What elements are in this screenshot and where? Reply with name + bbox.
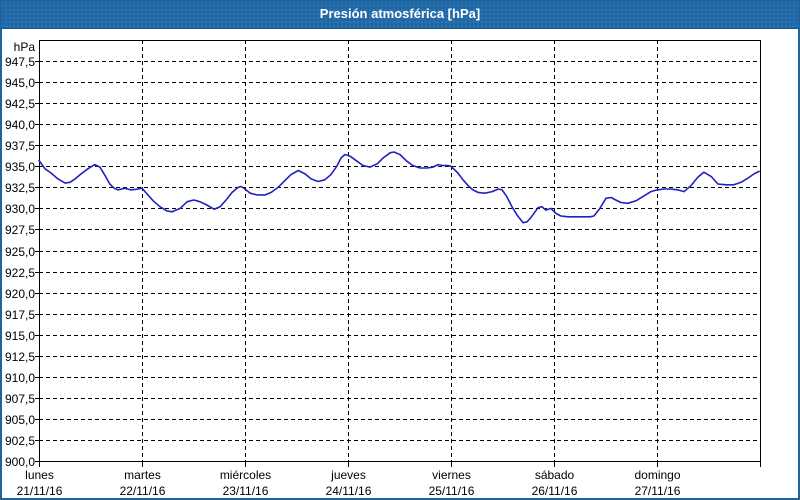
y-axis-label: 905,0: [5, 413, 35, 427]
y-axis-label: 920,0: [5, 287, 35, 301]
day-name-label: domingo: [634, 468, 680, 482]
window-title: Presión atmosférica [hPa]: [319, 6, 481, 21]
y-axis-label: 935,0: [5, 160, 35, 174]
day-name-label: miércoles: [220, 468, 271, 482]
y-axis-label: 940,0: [5, 118, 35, 132]
window-titlebar: Presión atmosférica [hPa]: [0, 0, 800, 29]
day-name-label: jueves: [330, 468, 366, 482]
axis-unit-label: hPa: [14, 40, 36, 54]
day-date-label: 25/11/16: [429, 484, 475, 498]
y-axis-label: 937,5: [5, 139, 35, 153]
y-axis-label: 925,0: [5, 245, 35, 259]
pressure-line: [38, 151, 760, 224]
day-date-label: 26/11/16: [532, 484, 578, 498]
day-name-label: viernes: [432, 468, 471, 482]
chart-area: 947,5 945,0 942,5 940,0 937,5 935,0 932,5 930,0…: [0, 28, 800, 500]
day-name-label: sábado: [535, 468, 575, 482]
y-axis-label: 917,5: [5, 308, 35, 322]
y-axis-label: 942,5: [5, 97, 35, 111]
y-axis-label: 922,5: [5, 266, 35, 280]
day-date-label: 23/11/16: [223, 484, 269, 498]
y-axis-label: 912,5: [5, 350, 35, 364]
day-date-label: 22/11/16: [120, 484, 166, 498]
y-axis-label: 930,0: [5, 202, 35, 216]
y-axis-label: 910,0: [5, 371, 35, 385]
day-date-label: 24/11/16: [326, 484, 372, 498]
day-name-label: lunes: [25, 468, 54, 482]
day-name-label: martes: [124, 468, 161, 482]
y-axis-label: 947,5: [5, 55, 35, 69]
y-axis-label: 907,5: [5, 392, 35, 406]
y-axis-label: 927,5: [5, 223, 35, 237]
day-date-label: 27/11/16: [635, 484, 681, 498]
y-axis-label: 945,0: [5, 76, 35, 90]
pressure-chart: 947,5 945,0 942,5 940,0 937,5 935,0 932,5 930,0…: [5, 40, 761, 498]
y-axis-label: 932,5: [5, 181, 35, 195]
y-axis-label: 915,0: [5, 329, 35, 343]
y-axis-label: 902,5: [5, 434, 35, 448]
plot-border: [39, 40, 761, 462]
day-date-label: 21/11/16: [17, 484, 63, 498]
y-axis-label: 900,0: [5, 455, 35, 469]
